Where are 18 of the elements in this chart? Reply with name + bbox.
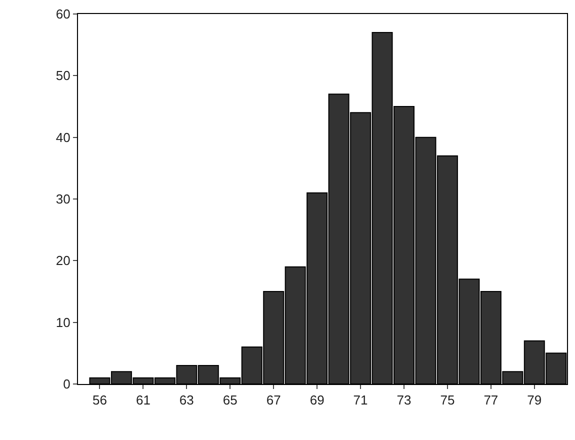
x-tick-label: 77 — [484, 392, 498, 408]
y-tick-label: 30 — [56, 192, 70, 207]
y-tick-label: 50 — [56, 68, 70, 84]
x-tick-label: 65 — [222, 392, 238, 408]
x-tick-label: 73 — [396, 392, 412, 408]
x-tick-label: 69 — [310, 392, 324, 408]
x-tick-label: 61 — [136, 392, 150, 408]
x-tick-label: 63 — [179, 392, 194, 408]
x-tick-label: 79 — [527, 392, 542, 408]
y-tick-label: 0 — [63, 376, 70, 392]
x-tick-label: 56 — [92, 392, 107, 408]
y-tick-label: 40 — [56, 130, 70, 145]
y-tick-label: 10 — [56, 314, 70, 330]
x-tick-label: 71 — [353, 392, 368, 408]
x-tick-label: 67 — [266, 392, 281, 408]
y-tick-label: 20 — [56, 253, 70, 268]
y-tick-label: 60 — [56, 6, 70, 22]
x-tick-label: 75 — [440, 392, 455, 408]
